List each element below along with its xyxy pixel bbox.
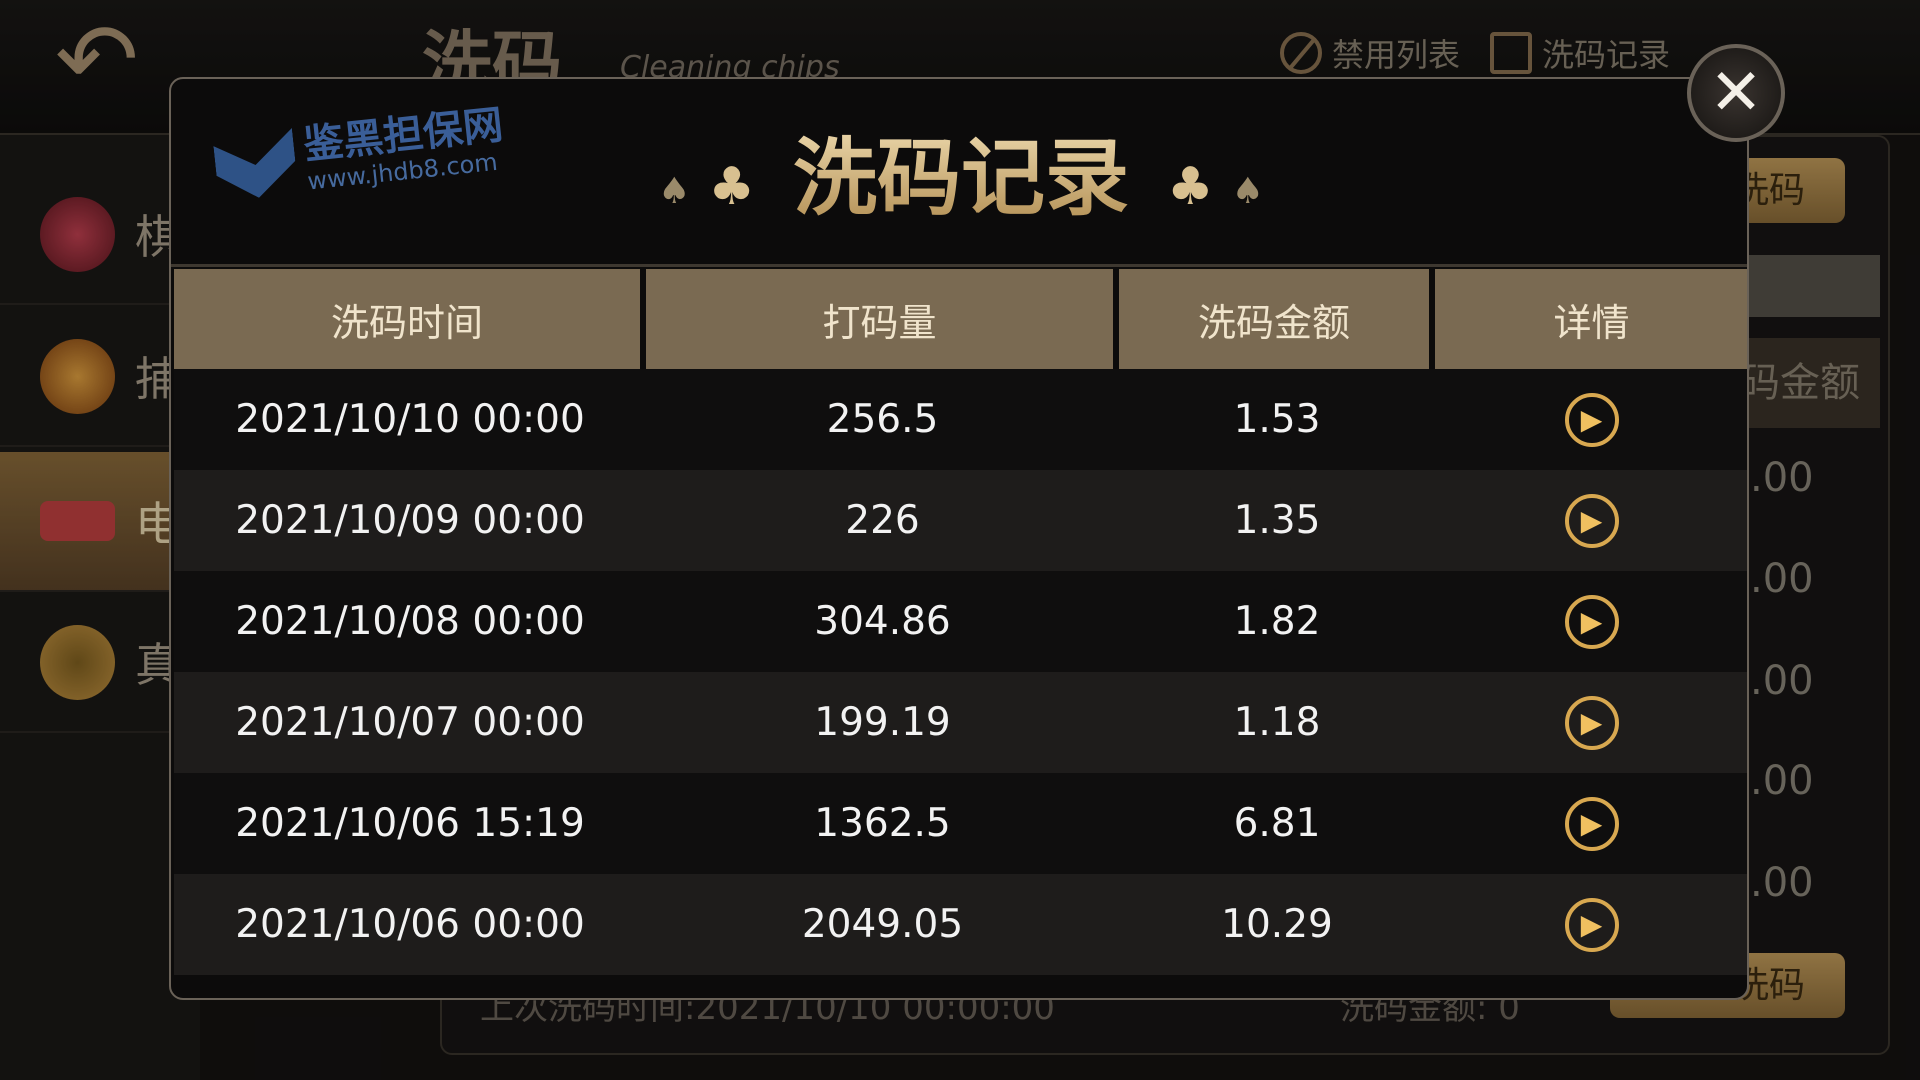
sidebar	[0, 135, 200, 1080]
table-row: 2021/10/06 15:19 1362.5 6.81 ▶	[174, 773, 1747, 874]
amount-value: .00	[1750, 758, 1814, 804]
wash-record-modal: ♠ ♣ 洗码记录 ♣ ♠ 洗码时间 打码量 洗码金额 详情 2021/10/10…	[169, 77, 1749, 1000]
cell-time: 2021/10/08 00:00	[235, 599, 585, 644]
modal-header: ♠ ♣ 洗码记录 ♣ ♠	[171, 79, 1747, 267]
amount-column-header: 码金额	[1740, 338, 1880, 428]
list-icon	[1490, 32, 1532, 74]
cell-amount: 1.82	[1233, 599, 1321, 644]
detail-arrow-icon[interactable]: ▶	[1564, 695, 1619, 750]
watermark-logo-icon	[212, 128, 298, 202]
cell-bet: 304.86	[814, 599, 951, 644]
cell-time: 2021/10/06 15:19	[235, 801, 585, 846]
column-header-bet: 打码量	[646, 269, 1113, 369]
cell-detail: ▶	[1435, 594, 1747, 649]
detail-arrow-icon[interactable]: ▶	[1564, 897, 1619, 952]
column-header-time: 洗码时间	[174, 269, 640, 369]
panel-bar	[1740, 255, 1880, 317]
detail-arrow-icon[interactable]: ▶	[1564, 392, 1619, 447]
detail-arrow-icon[interactable]: ▶	[1564, 493, 1619, 548]
cell-time: 2021/10/09 00:00	[235, 498, 585, 543]
back-arrow-icon[interactable]: ↶	[55, 1, 139, 118]
amount-value: .00	[1750, 860, 1814, 906]
cell-detail: ▶	[1435, 493, 1747, 548]
club-icon: ♣	[708, 156, 755, 217]
cell-time: 2021/10/10 00:00	[235, 397, 585, 442]
club-icon: ♣	[1167, 156, 1214, 217]
cell-bet: 2049.05	[801, 902, 964, 947]
ban-icon	[1280, 32, 1322, 74]
column-header-amount: 洗码金额	[1119, 269, 1429, 369]
cell-amount: 6.81	[1233, 801, 1321, 846]
table-header: 洗码时间 打码量 洗码金额 详情	[174, 269, 1747, 369]
wash-record-button[interactable]: 洗码记录	[1490, 30, 1670, 76]
amount-value: .00	[1750, 455, 1814, 501]
spade-icon: ♠	[658, 170, 691, 212]
ban-list-label: 禁用列表	[1332, 36, 1461, 74]
spade-icon: ♠	[1231, 170, 1264, 212]
cell-bet: 226	[845, 498, 920, 543]
cell-bet: 199.19	[814, 700, 951, 745]
ban-list-button[interactable]: 禁用列表	[1280, 30, 1460, 76]
cell-bet: 256.5	[826, 397, 939, 442]
cell-amount: 1.35	[1233, 498, 1321, 543]
slot-777-icon	[40, 501, 115, 541]
amount-value: .00	[1750, 556, 1814, 602]
modal-title: 洗码记录	[793, 111, 1129, 232]
cell-amount: 1.18	[1233, 700, 1321, 745]
cell-detail: ▶	[1435, 695, 1747, 750]
table-row: 2021/10/08 00:00 304.86 1.82 ▶	[174, 571, 1747, 672]
table-row: 2021/10/06 00:00 2049.05 10.29 ▶	[174, 874, 1747, 975]
cell-bet: 1362.5	[814, 801, 951, 846]
cell-time: 2021/10/06 00:00	[235, 902, 585, 947]
detail-arrow-icon[interactable]: ▶	[1564, 796, 1619, 851]
cell-amount: 10.29	[1221, 902, 1333, 947]
fish-icon	[40, 338, 115, 414]
column-header-detail: 详情	[1435, 269, 1747, 369]
cell-detail: ▶	[1435, 796, 1747, 851]
cell-detail: ▶	[1435, 897, 1747, 952]
amount-value: .00	[1750, 658, 1814, 704]
roulette-icon	[40, 624, 115, 700]
table-row: 2021/10/10 00:00 256.5 1.53 ▶	[174, 369, 1747, 470]
detail-arrow-icon[interactable]: ▶	[1564, 594, 1619, 649]
table-row: 2021/10/07 00:00 199.19 1.18 ▶	[174, 672, 1747, 773]
cell-time: 2021/10/07 00:00	[235, 700, 585, 745]
cell-detail: ▶	[1435, 392, 1747, 447]
poker-chip-icon	[40, 196, 115, 272]
sidebar-item-slots[interactable]: 电	[0, 452, 200, 592]
wash-record-label: 洗码记录	[1542, 36, 1671, 74]
table-row: 2021/10/09 00:00 226 1.35 ▶	[174, 470, 1747, 571]
cell-amount: 1.53	[1233, 397, 1321, 442]
close-button[interactable]: ✕	[1687, 44, 1785, 142]
